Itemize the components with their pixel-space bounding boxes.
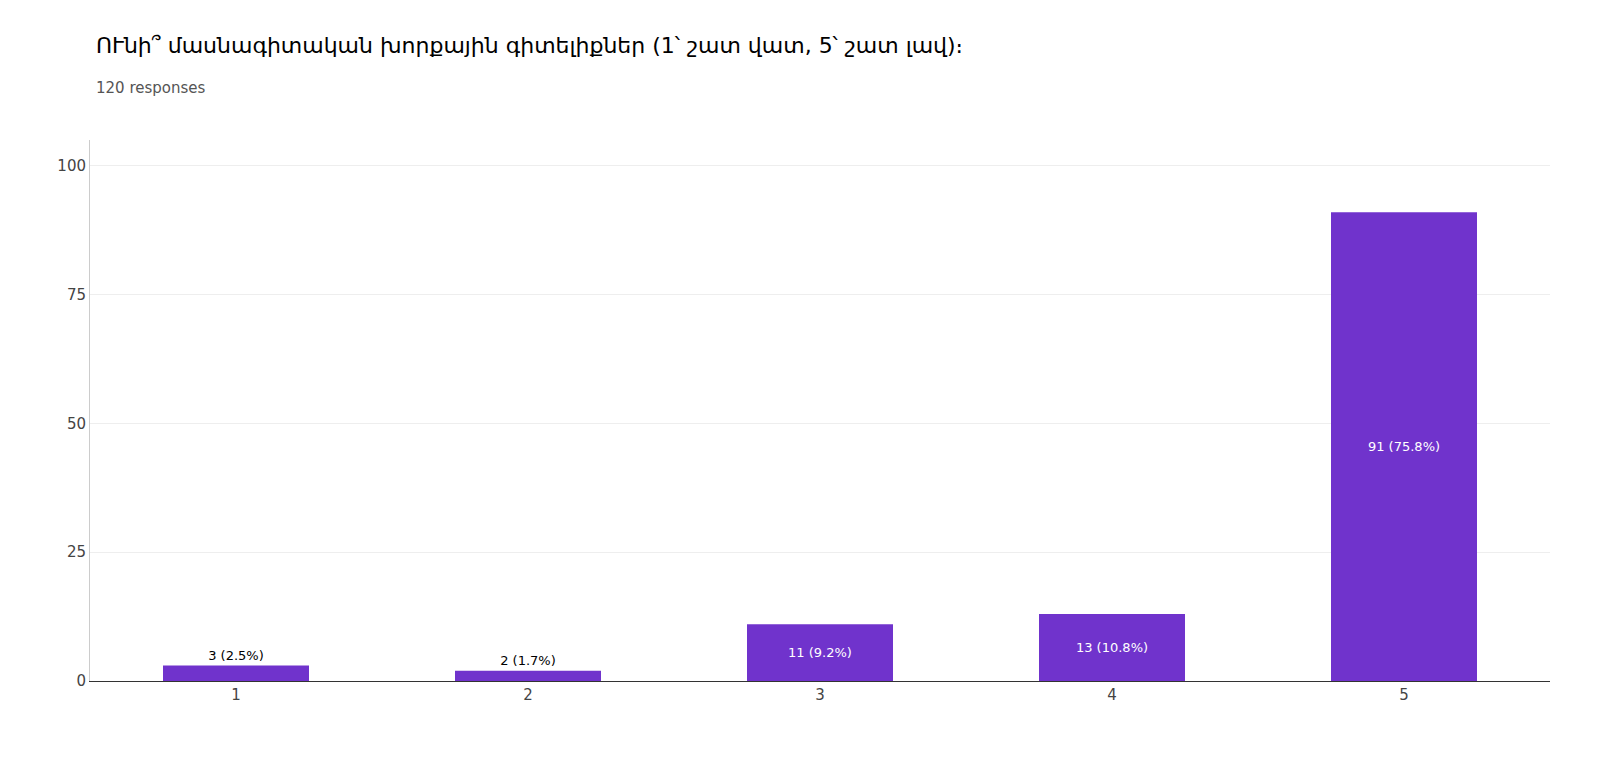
svg-text:4: 4	[1107, 686, 1117, 704]
svg-text:3: 3	[815, 686, 825, 704]
svg-text:0: 0	[76, 672, 86, 690]
svg-text:91 (75.8%): 91 (75.8%)	[1368, 439, 1440, 454]
svg-text:3 (2.5%): 3 (2.5%)	[208, 648, 264, 663]
svg-text:13 (10.8%): 13 (10.8%)	[1076, 640, 1148, 655]
svg-text:1: 1	[231, 686, 241, 704]
svg-text:50: 50	[67, 415, 86, 433]
svg-text:75: 75	[67, 286, 86, 304]
svg-text:2: 2	[523, 686, 533, 704]
svg-text:11 (9.2%): 11 (9.2%)	[788, 645, 852, 660]
svg-text:ՈՒնի՞ մասնագիտական խորքային գի: ՈՒնի՞ մասնագիտական խորքային գիտելիքներ (…	[96, 33, 963, 58]
svg-text:5: 5	[1399, 686, 1409, 704]
svg-text:25: 25	[67, 543, 86, 561]
svg-text:120 responses: 120 responses	[96, 79, 206, 97]
svg-text:100: 100	[57, 157, 86, 175]
svg-text:2 (1.7%): 2 (1.7%)	[500, 653, 556, 668]
